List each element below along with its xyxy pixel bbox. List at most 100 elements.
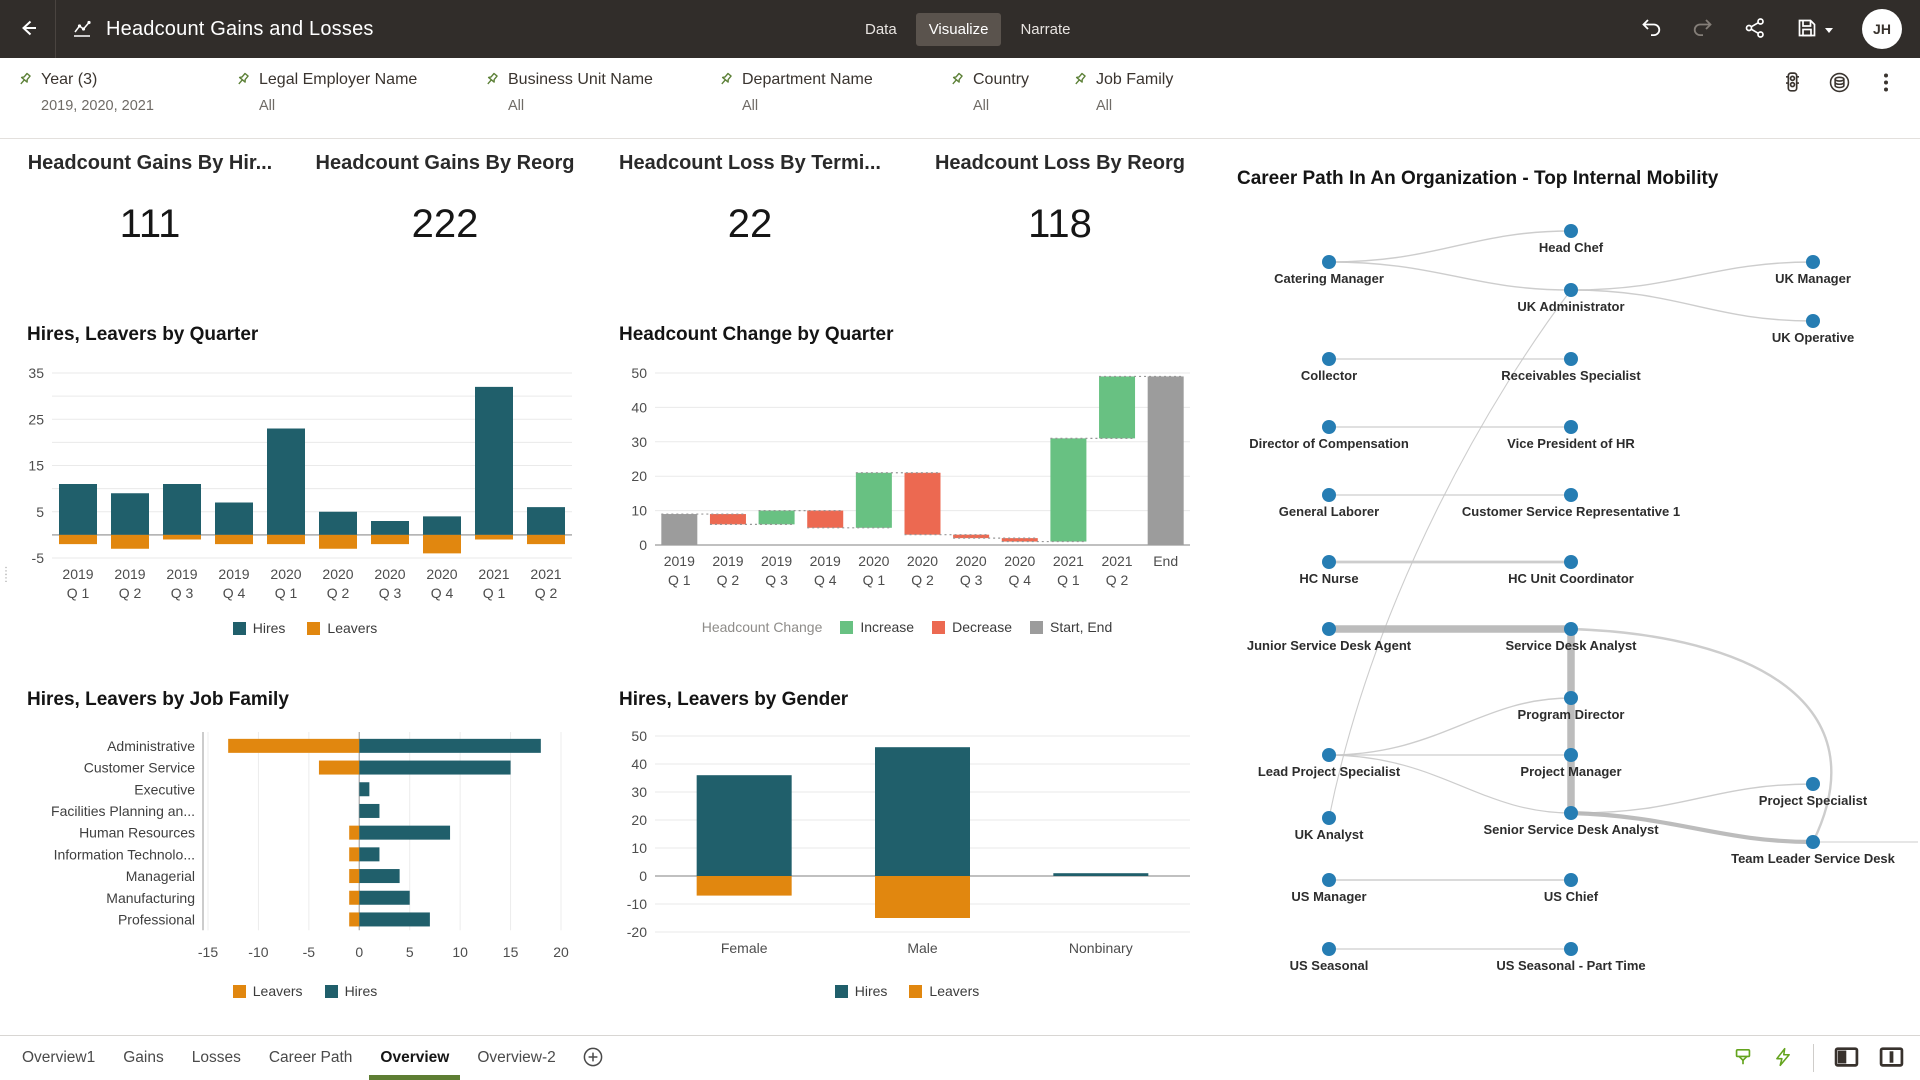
- svg-text:Customer Service: Customer Service: [84, 760, 195, 776]
- svg-text:10: 10: [631, 503, 647, 519]
- canvas-tab-overview[interactable]: Overview: [369, 1036, 461, 1080]
- svg-text:Service Desk Analyst: Service Desk Analyst: [1505, 638, 1637, 653]
- svg-text:2020: 2020: [374, 566, 405, 582]
- data-refresh-button[interactable]: [1827, 70, 1852, 98]
- svg-text:Q 2: Q 2: [717, 572, 740, 588]
- canvas-tab-bar: Overview1 Gains Losses Career Path Overv…: [0, 1035, 1920, 1080]
- svg-text:35: 35: [28, 365, 44, 381]
- redo-icon: [1691, 16, 1715, 43]
- svg-text:Q 1: Q 1: [1057, 572, 1080, 588]
- more-options-button[interactable]: [1874, 70, 1898, 98]
- canvas-style-button[interactable]: [1733, 1047, 1753, 1070]
- tab-data[interactable]: Data: [852, 13, 910, 46]
- legend-swatch: [932, 620, 946, 634]
- svg-text:UK Manager: UK Manager: [1775, 271, 1851, 286]
- svg-text:Lead Project Specialist: Lead Project Specialist: [1258, 764, 1401, 779]
- svg-text:30: 30: [631, 784, 647, 800]
- canvas-tab-losses[interactable]: Losses: [181, 1036, 252, 1080]
- chart-canvas[interactable]: 50 40 30 20 10 0 -10 -20 Female Male Nonbinary: [617, 685, 1197, 1030]
- svg-text:-10: -10: [627, 896, 647, 912]
- layout-panel-left-button[interactable]: [1834, 1046, 1859, 1071]
- limit-values-button[interactable]: [1780, 70, 1805, 98]
- chart-hires-leavers-by-job-family[interactable]: -15 -10 -5 0 5 10 15 20 Administrative Customer S…: [25, 685, 585, 1030]
- user-avatar[interactable]: JH: [1862, 9, 1902, 49]
- filter-bar: Year (3) 2019, 2020, 2021 Legal Employer…: [0, 58, 1920, 139]
- header-actions: JH: [1639, 0, 1902, 58]
- chart-canvas[interactable]: -15 -10 -5 0 5 10 15 20 Administrative Customer S…: [25, 685, 585, 1030]
- svg-text:Information Technolo...: Information Technolo...: [54, 846, 195, 862]
- redo-button[interactable]: [1691, 16, 1715, 43]
- chart-legend: Hires Leavers: [25, 620, 585, 636]
- back-button[interactable]: [0, 0, 56, 58]
- chart-headcount-change-by-quarter[interactable]: 50 40 30 20 10 0 2019 Q 1 2019 Q 2 2019 Q 3 2019 Q 4 2…: [617, 320, 1197, 665]
- kpi-gains-by-hire[interactable]: Headcount Gains By Hir... 111: [15, 152, 285, 247]
- kpi-title: Headcount Gains By Hir...: [27, 152, 273, 174]
- svg-text:2019: 2019: [62, 566, 93, 582]
- kpi-title: Headcount Gains By Reorg: [315, 152, 575, 174]
- tab-visualize[interactable]: Visualize: [915, 12, 1002, 46]
- svg-text:2019: 2019: [664, 553, 695, 569]
- chart-canvas[interactable]: 35 25 15 5 -5 2019 Q 1 2019 Q 2 2019 Q 3 2019 Q 4 202…: [25, 320, 585, 665]
- svg-text:Q 2: Q 2: [1106, 572, 1129, 588]
- canvas-tab-overview1[interactable]: Overview1: [11, 1036, 106, 1080]
- paint-roller-icon: [1733, 1047, 1753, 1070]
- canvas-tab-career-path[interactable]: Career Path: [258, 1036, 364, 1080]
- svg-text:10: 10: [631, 840, 647, 856]
- svg-text:Director of Compensation: Director of Compensation: [1249, 436, 1409, 451]
- filter-legal-employer[interactable]: Legal Employer Name All: [235, 71, 417, 114]
- kebab-menu-icon: [1874, 70, 1898, 98]
- svg-text:2019: 2019: [114, 566, 145, 582]
- canvas-refresh-button[interactable]: [1773, 1047, 1793, 1070]
- kpi-value: 222: [411, 202, 479, 246]
- filter-label: Business Unit Name: [508, 71, 653, 88]
- svg-text:2021: 2021: [530, 566, 561, 582]
- svg-text:20: 20: [553, 944, 569, 960]
- svg-text:Q 1: Q 1: [483, 585, 506, 601]
- svg-text:2020: 2020: [270, 566, 301, 582]
- filter-year[interactable]: Year (3) 2019, 2020, 2021: [17, 71, 154, 114]
- svg-text:2021: 2021: [478, 566, 509, 582]
- pin-icon: [718, 72, 734, 114]
- canvas-tab-overview-2[interactable]: Overview-2: [466, 1036, 566, 1080]
- chart-hires-leavers-by-gender[interactable]: 50 40 30 20 10 0 -10 -20 Female Male Nonbinary Hir…: [617, 685, 1197, 1030]
- svg-text:2020: 2020: [1004, 553, 1035, 569]
- legend-item: Leavers: [232, 983, 303, 999]
- svg-text:Q 4: Q 4: [814, 572, 837, 588]
- lightning-bolt-icon: [1773, 1047, 1793, 1070]
- share-button[interactable]: [1743, 16, 1767, 43]
- save-button[interactable]: [1795, 16, 1834, 43]
- panel-grip-handle[interactable]: ⋮ ⋮: [1, 566, 11, 584]
- svg-text:Q 4: Q 4: [1008, 572, 1031, 588]
- canvas-tab-gains[interactable]: Gains: [112, 1036, 175, 1080]
- kpi-loss-by-reorg[interactable]: Headcount Loss By Reorg 118: [925, 152, 1195, 247]
- svg-text:40: 40: [631, 399, 647, 415]
- svg-text:US Chief: US Chief: [1544, 889, 1599, 904]
- tab-narrate[interactable]: Narrate: [1007, 13, 1083, 46]
- layout-left-icon: [1834, 1046, 1859, 1071]
- kpi-loss-by-termination[interactable]: Headcount Loss By Termi... 22: [615, 152, 885, 247]
- filter-business-unit[interactable]: Business Unit Name All: [484, 71, 653, 114]
- filter-label: Department Name: [742, 71, 873, 88]
- filter-country[interactable]: Country All: [949, 71, 1029, 114]
- kpi-title: Headcount Loss By Reorg: [934, 152, 1186, 174]
- legend-item: Headcount Change: [701, 619, 823, 635]
- svg-text:UK Administrator: UK Administrator: [1517, 299, 1624, 314]
- career-path-canvas[interactable]: Catering Manager Head Chef UK Manager UK Ad…: [1225, 160, 1918, 1035]
- undo-button[interactable]: [1639, 16, 1663, 43]
- filter-department[interactable]: Department Name All: [718, 71, 873, 114]
- add-canvas-button[interactable]: [582, 1036, 604, 1080]
- filter-label: Legal Employer Name: [259, 71, 418, 88]
- layout-panel-split-button[interactable]: [1879, 1046, 1904, 1071]
- legend-swatch: [909, 984, 923, 998]
- chart-career-path-network[interactable]: Catering Manager Head Chef UK Manager UK Ad…: [1225, 160, 1918, 1035]
- chart-title: Hires, Leavers by Job Family: [27, 689, 289, 710]
- filter-job-family[interactable]: Job Family All: [1072, 71, 1173, 114]
- svg-text:Q 4: Q 4: [431, 585, 454, 601]
- back-arrow-icon: [17, 17, 39, 42]
- chart-hires-leavers-by-quarter[interactable]: 35 25 15 5 -5 2019 Q 1 2019 Q 2 2019 Q 3 2019 Q 4 202…: [25, 320, 585, 665]
- svg-text:Q 2: Q 2: [327, 585, 350, 601]
- svg-text:-5: -5: [32, 550, 45, 566]
- svg-text:HC Unit Coordinator: HC Unit Coordinator: [1508, 571, 1634, 586]
- kpi-gains-by-reorg[interactable]: Headcount Gains By Reorg 222: [310, 152, 580, 247]
- chart-canvas[interactable]: 50 40 30 20 10 0 2019 Q 1 2019 Q 2 2019 Q 3 2019 Q 4 2…: [617, 320, 1197, 665]
